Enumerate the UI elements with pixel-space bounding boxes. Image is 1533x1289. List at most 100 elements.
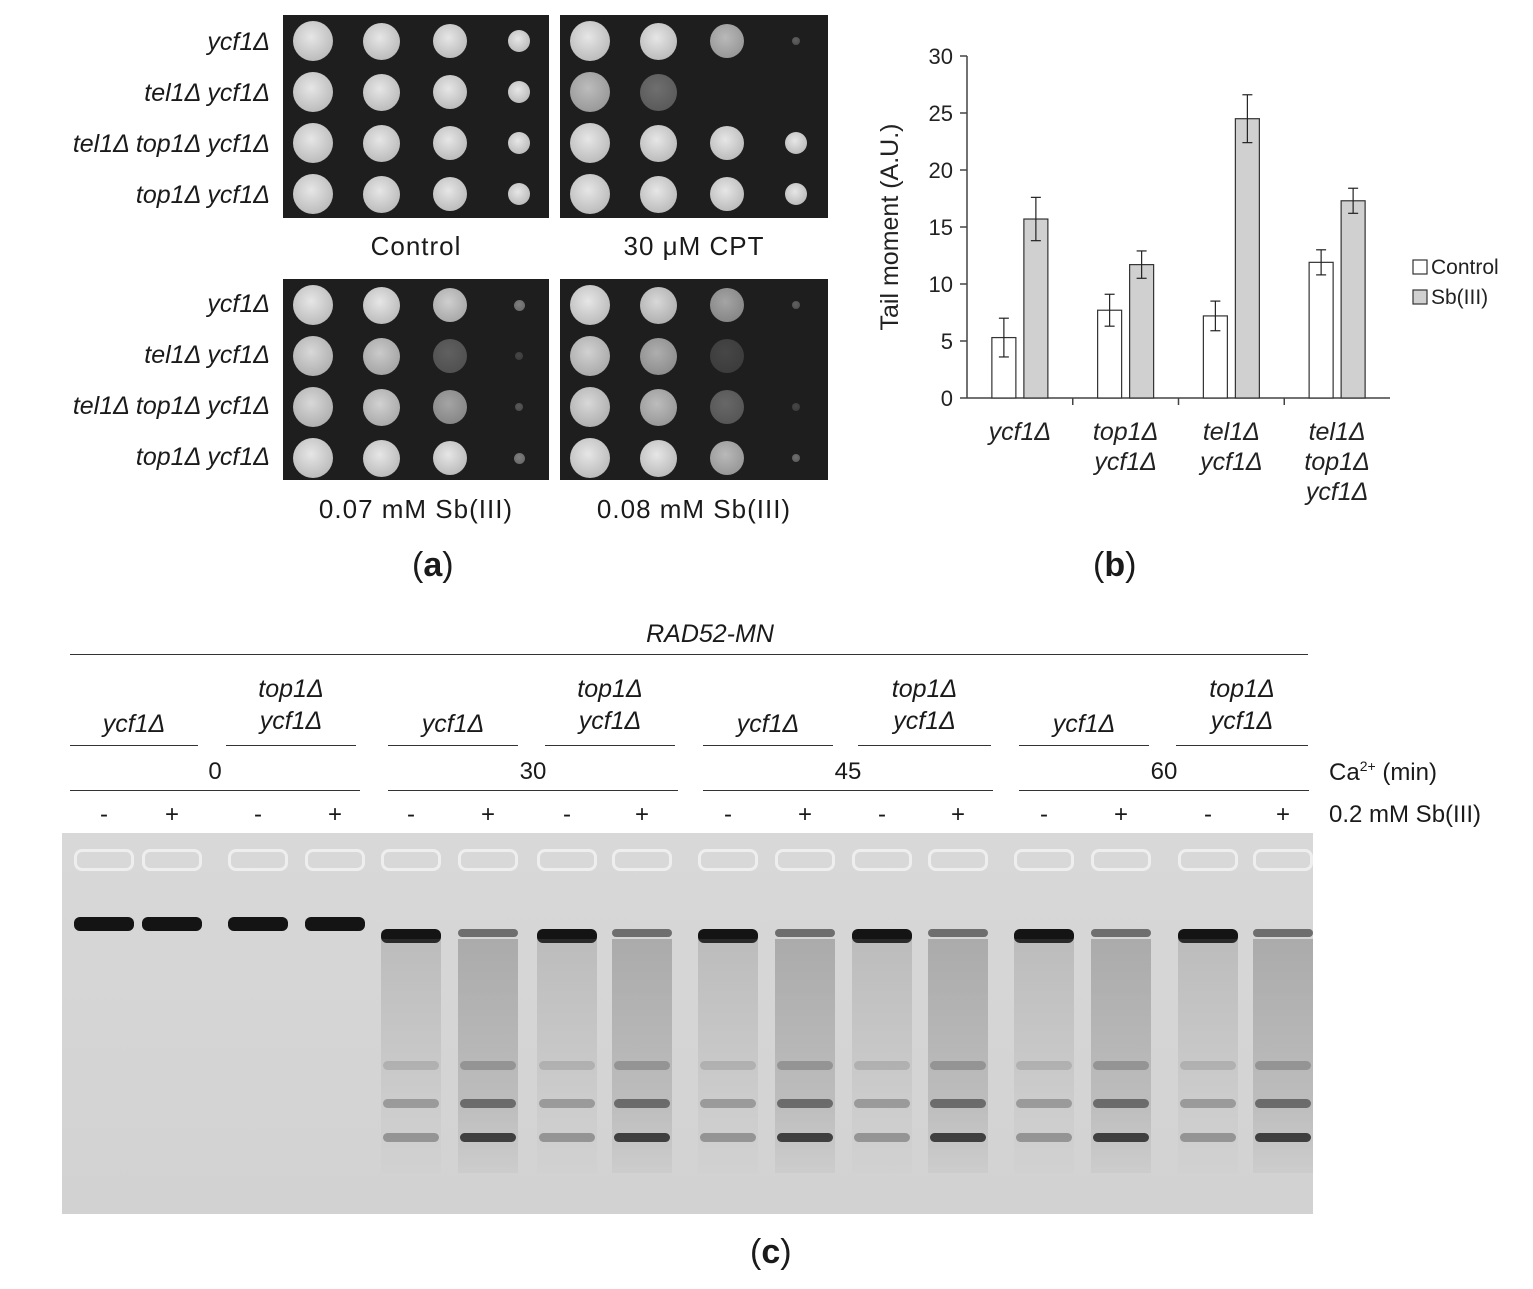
bar-control xyxy=(1308,261,1334,399)
yeast-spot xyxy=(639,337,677,375)
strain-label-top-1: ycf1Δ xyxy=(207,28,270,56)
yeast-spot xyxy=(570,285,610,325)
gel-well xyxy=(1253,849,1313,871)
legend-label: Control xyxy=(1431,256,1499,279)
gel-band-main xyxy=(458,929,518,937)
yeast-spot xyxy=(570,72,610,112)
sb-treatment-sign: + xyxy=(164,801,179,828)
gel-band-main xyxy=(537,929,597,943)
gel-well xyxy=(305,849,365,871)
yeast-spot xyxy=(639,286,677,324)
gel-band-main xyxy=(928,929,988,937)
plate-control xyxy=(283,15,549,218)
gel-band-fragment xyxy=(460,1061,516,1070)
gel-smear xyxy=(537,939,597,1173)
yeast-spot xyxy=(433,24,467,58)
yeast-spot xyxy=(639,388,677,426)
gel-band-fragment xyxy=(614,1061,670,1070)
yeast-spot xyxy=(362,388,400,426)
gel-band-fragment xyxy=(539,1099,595,1108)
gel-band-main xyxy=(305,917,365,931)
gel-band-fragment xyxy=(1180,1099,1236,1108)
yeast-spot xyxy=(639,175,677,213)
sb-treatment-sign: + xyxy=(1275,801,1290,828)
gel-band-fragment xyxy=(1255,1061,1311,1070)
gel-band-main xyxy=(612,929,672,937)
strain-label-bottom-2: tel1Δ ycf1Δ xyxy=(144,341,270,369)
plate-sb-008 xyxy=(560,279,828,480)
gel-band-main xyxy=(381,929,441,943)
gel-band-fragment xyxy=(1016,1099,1072,1108)
gel-band-fragment xyxy=(930,1061,986,1070)
genotype-ycf1-t60: ycf1Δ xyxy=(1052,710,1116,738)
gel-band-fragment xyxy=(854,1099,910,1108)
genotype-top1-t30: top1Δ ycf1Δ xyxy=(577,675,643,735)
yeast-spot xyxy=(362,22,400,60)
gel-band-main xyxy=(698,929,758,943)
gel-smear xyxy=(698,939,758,1173)
yeast-spot xyxy=(710,288,744,322)
panel-label-a: (a) xyxy=(412,546,454,584)
strain-label-bottom-1: ycf1Δ xyxy=(207,290,270,318)
gel-band-main xyxy=(142,917,202,931)
yeast-spot xyxy=(433,390,467,424)
yeast-spot xyxy=(710,441,744,475)
genotype-line-ycf1-t60 xyxy=(1019,745,1149,746)
yeast-spot xyxy=(293,336,333,376)
yeast-spot xyxy=(508,183,530,205)
y-tick-label: 25 xyxy=(929,101,953,126)
sb-treatment-sign: + xyxy=(634,801,649,828)
yeast-spot xyxy=(791,300,801,310)
condition-label-control: Control xyxy=(370,231,462,261)
gel-smear xyxy=(381,939,441,1173)
bar-sb-iii- xyxy=(1129,264,1155,399)
yeast-spot xyxy=(293,387,333,427)
yeast-spot xyxy=(433,441,467,475)
sb-treatment-sign: + xyxy=(327,801,342,828)
agarose-gel-image xyxy=(62,833,1313,1214)
time-line-30 xyxy=(388,790,678,791)
gel-band-fragment xyxy=(854,1133,910,1142)
gel-well xyxy=(537,849,597,871)
genotype-line-ycf1-t0 xyxy=(70,745,198,746)
gel-band-fragment xyxy=(383,1061,439,1070)
gel-well xyxy=(698,849,758,871)
y-tick-label: 20 xyxy=(929,158,953,183)
yeast-spot xyxy=(570,123,610,163)
yeast-spot xyxy=(433,288,467,322)
strain-label-top-4: top1Δ ycf1Δ xyxy=(135,181,270,209)
plate-cpt xyxy=(560,15,828,218)
yeast-spot xyxy=(362,439,400,477)
gel-band-fragment xyxy=(700,1099,756,1108)
gel-band-fragment xyxy=(460,1133,516,1142)
x-category-label: top1Δ xyxy=(1093,418,1158,446)
yeast-spot xyxy=(791,36,801,46)
genotype-top1-t0: top1Δ ycf1Δ xyxy=(258,675,324,735)
condition-label-sb-008: 0.08 mM Sb(III) xyxy=(596,494,792,524)
genotype-ycf1-t30: ycf1Δ xyxy=(421,710,485,738)
gel-band-fragment xyxy=(460,1099,516,1108)
bar-sb-iii- xyxy=(1023,218,1049,399)
strain-label-bottom-3: tel1Δ top1Δ ycf1Δ xyxy=(72,392,270,420)
gel-band-main xyxy=(1091,929,1151,937)
rad52-header: RAD52-MN xyxy=(646,620,774,648)
condition-label-cpt: 30 μM CPT xyxy=(623,231,765,261)
sb-treatment-sign: - xyxy=(100,801,108,828)
yeast-spot xyxy=(570,387,610,427)
strain-label-top-2: tel1Δ ycf1Δ xyxy=(144,79,270,107)
yeast-spot xyxy=(710,390,744,424)
sb-treatment-sign: - xyxy=(724,801,732,828)
strain-label-bottom-4: top1Δ ycf1Δ xyxy=(135,443,270,471)
yeast-spot xyxy=(433,339,467,373)
x-category-label: ycf1Δ xyxy=(987,418,1052,446)
yeast-spot xyxy=(710,177,744,211)
yeast-spot xyxy=(514,351,524,361)
yeast-spot xyxy=(362,73,400,111)
gel-band-fragment xyxy=(854,1061,910,1070)
yeast-spot xyxy=(362,337,400,375)
bar-sb-iii- xyxy=(1234,118,1260,399)
genotype-line-top1-t30 xyxy=(545,745,675,746)
plate-sb-007 xyxy=(283,279,549,480)
gel-well xyxy=(1014,849,1074,871)
